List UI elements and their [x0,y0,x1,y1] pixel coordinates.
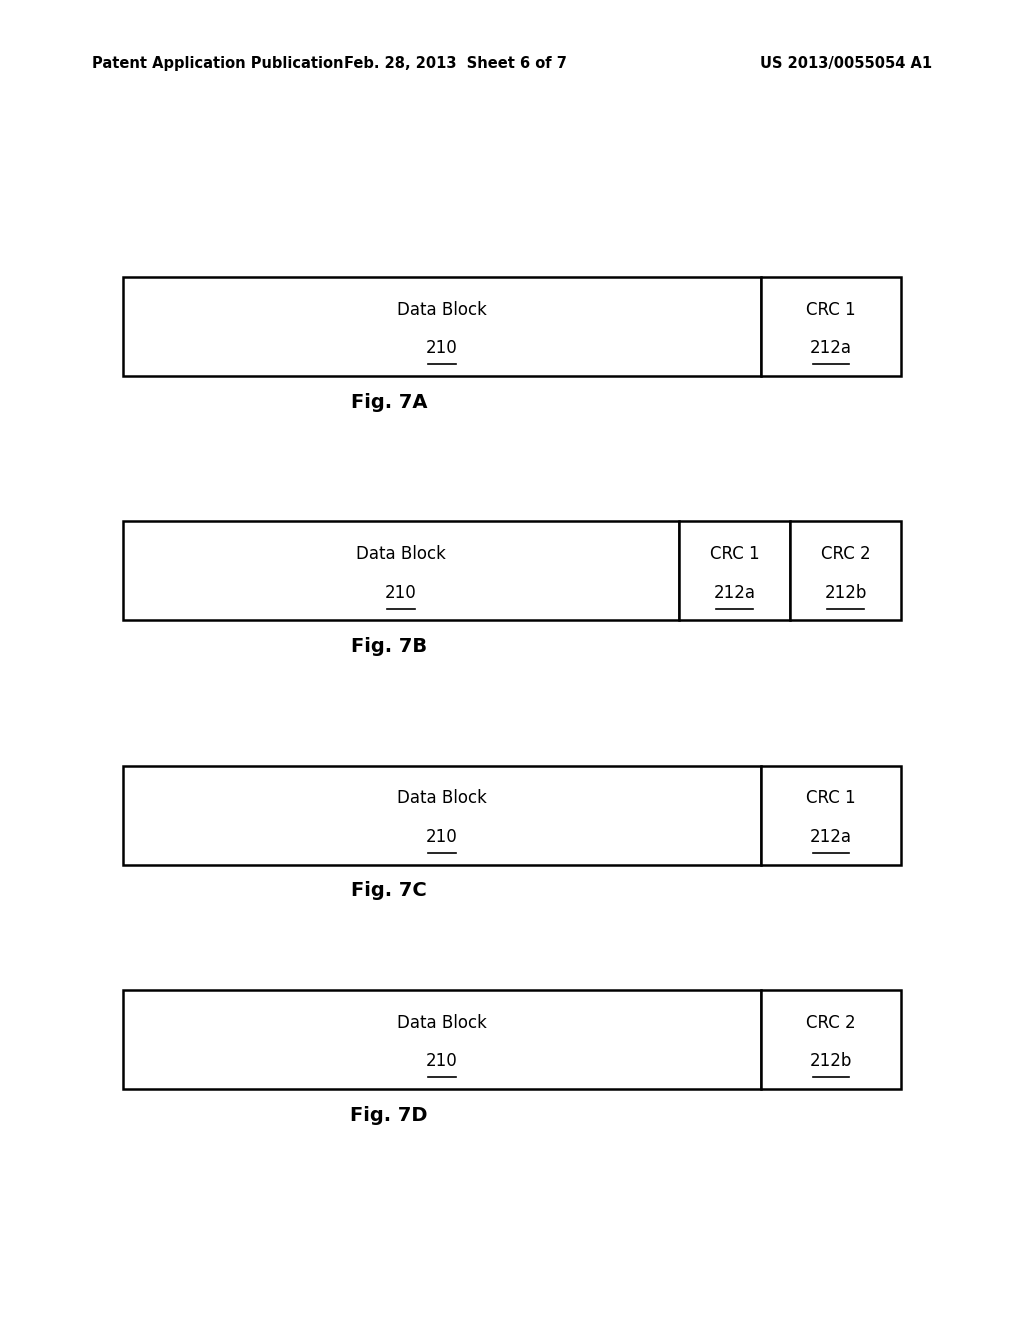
Text: CRC 2: CRC 2 [821,545,870,564]
Text: CRC 1: CRC 1 [806,789,856,808]
Text: 210: 210 [426,339,458,358]
Bar [791,521,901,620]
Bar [123,766,761,865]
Text: CRC 2: CRC 2 [806,1014,856,1032]
Bar [679,521,791,620]
Text: Fig. 7A: Fig. 7A [351,393,427,412]
Text: Data Block: Data Block [397,789,486,808]
Text: 210: 210 [426,1052,458,1071]
Text: Fig. 7B: Fig. 7B [351,638,427,656]
Text: Patent Application Publication: Patent Application Publication [92,55,344,71]
Text: CRC 1: CRC 1 [806,301,856,319]
Text: 210: 210 [426,828,458,846]
Text: 210: 210 [385,583,417,602]
Bar [123,990,761,1089]
Text: Fig. 7C: Fig. 7C [351,882,427,900]
Text: 212a: 212a [810,339,852,358]
Bar [761,990,901,1089]
Text: US 2013/0055054 A1: US 2013/0055054 A1 [760,55,932,71]
Bar [123,521,679,620]
Text: Fig. 7D: Fig. 7D [350,1106,428,1125]
Text: Data Block: Data Block [397,1014,486,1032]
Text: 212a: 212a [810,828,852,846]
Text: Data Block: Data Block [356,545,446,564]
Text: 212b: 212b [810,1052,852,1071]
Bar [761,766,901,865]
Bar [123,277,761,376]
Text: 212b: 212b [824,583,867,602]
Text: Feb. 28, 2013  Sheet 6 of 7: Feb. 28, 2013 Sheet 6 of 7 [344,55,567,71]
Bar [761,277,901,376]
Text: CRC 1: CRC 1 [710,545,760,564]
Text: 212a: 212a [714,583,756,602]
Text: Data Block: Data Block [397,301,486,319]
